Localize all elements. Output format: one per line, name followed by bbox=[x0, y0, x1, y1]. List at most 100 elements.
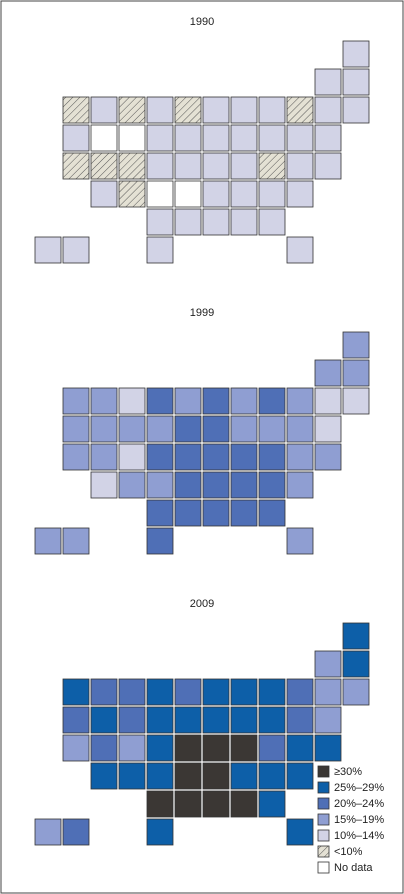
state bbox=[342, 622, 370, 650]
legend-label: No data bbox=[334, 862, 373, 874]
state bbox=[174, 443, 202, 471]
state bbox=[146, 236, 174, 264]
state bbox=[62, 443, 90, 471]
state bbox=[342, 68, 370, 96]
state bbox=[146, 180, 174, 208]
state bbox=[258, 415, 286, 443]
state bbox=[118, 443, 146, 471]
state bbox=[202, 415, 230, 443]
legend-swatch bbox=[317, 797, 330, 810]
state bbox=[146, 208, 174, 236]
state bbox=[230, 678, 258, 706]
state bbox=[258, 124, 286, 152]
state bbox=[286, 180, 314, 208]
state bbox=[230, 734, 258, 762]
state bbox=[230, 706, 258, 734]
state bbox=[230, 124, 258, 152]
legend-swatch bbox=[317, 861, 330, 874]
state bbox=[62, 706, 90, 734]
state bbox=[202, 678, 230, 706]
state bbox=[286, 415, 314, 443]
state bbox=[314, 650, 342, 678]
state bbox=[342, 650, 370, 678]
legend-swatch bbox=[317, 829, 330, 842]
state bbox=[118, 387, 146, 415]
state bbox=[230, 208, 258, 236]
legend-label: 25%–29% bbox=[334, 782, 384, 794]
state bbox=[62, 152, 90, 180]
state bbox=[174, 152, 202, 180]
state bbox=[62, 236, 90, 264]
state bbox=[146, 527, 174, 555]
legend-swatch bbox=[317, 845, 330, 858]
state bbox=[286, 706, 314, 734]
state bbox=[258, 790, 286, 818]
state bbox=[286, 734, 314, 762]
state bbox=[230, 415, 258, 443]
state bbox=[202, 734, 230, 762]
state bbox=[174, 678, 202, 706]
state bbox=[258, 208, 286, 236]
state bbox=[34, 236, 62, 264]
state bbox=[202, 208, 230, 236]
state bbox=[202, 471, 230, 499]
state bbox=[62, 387, 90, 415]
state bbox=[314, 387, 342, 415]
state bbox=[146, 734, 174, 762]
state bbox=[174, 706, 202, 734]
state bbox=[118, 471, 146, 499]
state bbox=[90, 678, 118, 706]
state bbox=[342, 678, 370, 706]
legend-swatch bbox=[317, 781, 330, 794]
state bbox=[118, 734, 146, 762]
state bbox=[146, 499, 174, 527]
state bbox=[90, 180, 118, 208]
state bbox=[314, 68, 342, 96]
state bbox=[146, 152, 174, 180]
state bbox=[90, 96, 118, 124]
state bbox=[202, 152, 230, 180]
state bbox=[90, 706, 118, 734]
state bbox=[286, 678, 314, 706]
state bbox=[202, 387, 230, 415]
state bbox=[286, 236, 314, 264]
state bbox=[202, 96, 230, 124]
state bbox=[118, 762, 146, 790]
state bbox=[314, 124, 342, 152]
state bbox=[258, 734, 286, 762]
state bbox=[258, 678, 286, 706]
legend-label: 20%–24% bbox=[334, 798, 384, 810]
state bbox=[286, 387, 314, 415]
state bbox=[286, 471, 314, 499]
state bbox=[174, 734, 202, 762]
state bbox=[202, 499, 230, 527]
map-title: 1999 bbox=[190, 307, 214, 319]
legend-label: ≥30% bbox=[334, 766, 362, 778]
state bbox=[230, 96, 258, 124]
state bbox=[146, 762, 174, 790]
state bbox=[258, 706, 286, 734]
state bbox=[258, 762, 286, 790]
state bbox=[314, 415, 342, 443]
state bbox=[202, 706, 230, 734]
map-title: 1990 bbox=[190, 16, 214, 28]
state bbox=[118, 96, 146, 124]
state bbox=[118, 152, 146, 180]
state bbox=[146, 443, 174, 471]
state bbox=[286, 443, 314, 471]
legend-swatch bbox=[317, 813, 330, 826]
state bbox=[342, 359, 370, 387]
state bbox=[230, 152, 258, 180]
state bbox=[342, 40, 370, 68]
state bbox=[342, 387, 370, 415]
state bbox=[90, 415, 118, 443]
state bbox=[90, 762, 118, 790]
state bbox=[342, 96, 370, 124]
state bbox=[90, 152, 118, 180]
state bbox=[34, 527, 62, 555]
state bbox=[174, 762, 202, 790]
state bbox=[202, 443, 230, 471]
state bbox=[314, 96, 342, 124]
state bbox=[118, 678, 146, 706]
